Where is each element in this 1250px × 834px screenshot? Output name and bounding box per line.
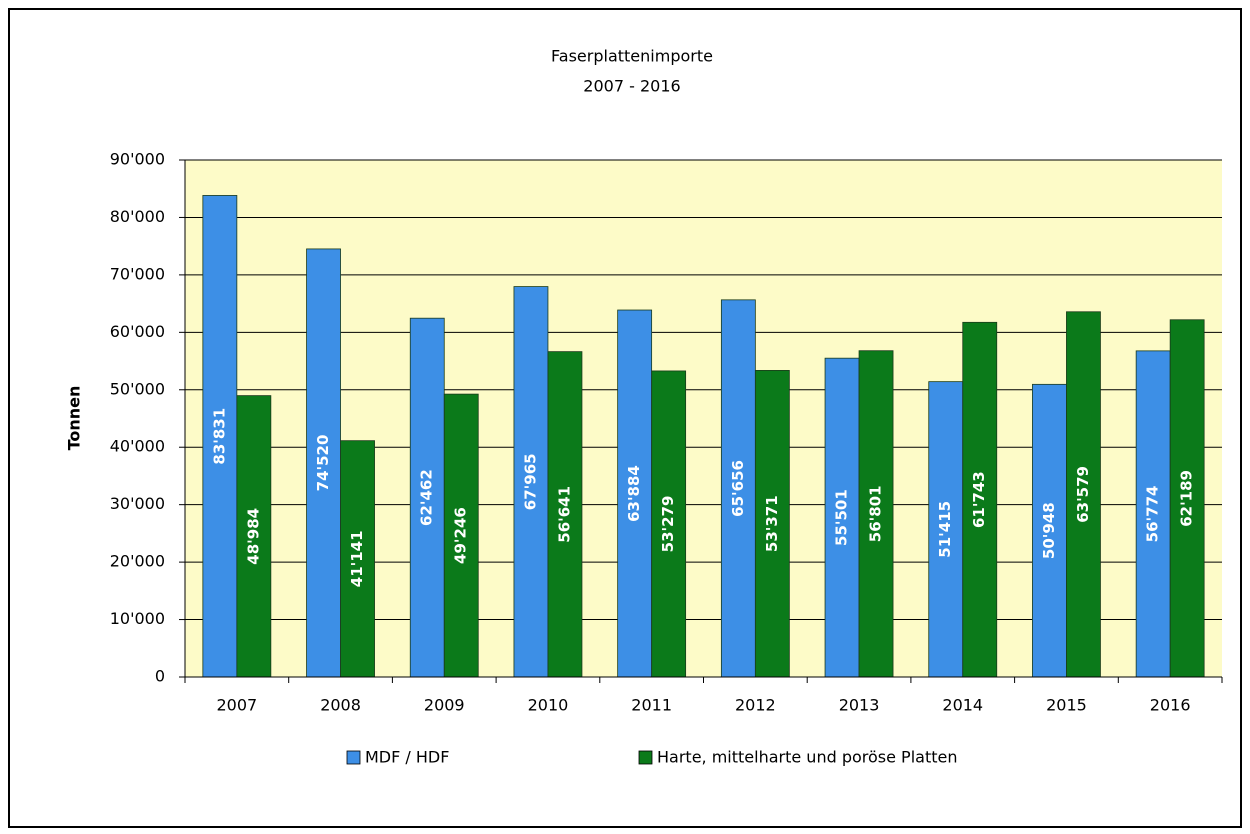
value-label: 83'831 xyxy=(210,408,228,465)
x-tick-label: 2010 xyxy=(528,696,569,715)
x-tick-label: 2012 xyxy=(735,696,776,715)
value-label: 55'501 xyxy=(833,489,851,546)
legend-swatch xyxy=(638,750,653,765)
bar xyxy=(1135,350,1171,678)
bar xyxy=(754,370,790,678)
bar xyxy=(443,393,479,678)
bar xyxy=(306,248,341,678)
bar xyxy=(409,317,445,678)
value-label: 62'462 xyxy=(418,469,436,526)
value-label: 49'246 xyxy=(452,507,470,564)
value-label: 62'189 xyxy=(1178,470,1196,527)
y-tick-label: 10'000 xyxy=(110,609,165,628)
x-tick-label: 2011 xyxy=(631,696,672,715)
bar xyxy=(513,286,549,678)
value-label: 65'656 xyxy=(729,460,747,517)
legend-label: Harte, mittelharte und poröse Platten xyxy=(657,748,957,767)
x-tick-label: 2007 xyxy=(216,696,257,715)
y-tick-label: 0 xyxy=(155,667,165,686)
bar xyxy=(720,299,756,678)
bar xyxy=(962,321,998,678)
y-tick-label: 70'000 xyxy=(110,264,165,283)
y-tick-label: 50'000 xyxy=(110,379,165,398)
value-label: 51'415 xyxy=(936,501,954,558)
y-tick-label: 40'000 xyxy=(110,437,165,456)
chart-subtitle: 2007 - 2016 xyxy=(583,77,680,96)
y-tick-label: 20'000 xyxy=(110,552,165,571)
y-tick-label: 60'000 xyxy=(110,322,165,341)
value-label: 53'279 xyxy=(659,496,677,553)
bar xyxy=(824,357,860,678)
bar xyxy=(617,309,653,678)
x-tick-label: 2016 xyxy=(1150,696,1191,715)
x-tick-label: 2013 xyxy=(839,696,880,715)
y-tick-label: 80'000 xyxy=(110,207,165,226)
value-label: 74'520 xyxy=(314,435,332,492)
bar xyxy=(340,440,375,678)
x-tick-label: 2014 xyxy=(942,696,983,715)
value-label: 63'884 xyxy=(625,465,643,522)
value-label: 41'141 xyxy=(348,530,366,587)
value-label: 56'774 xyxy=(1144,486,1162,543)
bar xyxy=(547,351,583,678)
value-label: 56'801 xyxy=(867,485,885,542)
x-tick-label: 2009 xyxy=(424,696,465,715)
value-label: 61'743 xyxy=(970,471,988,528)
y-tick-label: 90'000 xyxy=(110,150,165,169)
value-label: 56'641 xyxy=(555,486,573,543)
value-label: 53'371 xyxy=(763,495,781,552)
legend-swatch xyxy=(346,750,361,765)
value-label: 67'965 xyxy=(521,453,539,510)
legend-label: MDF / HDF xyxy=(365,748,449,767)
bar xyxy=(858,350,894,678)
x-tick-label: 2008 xyxy=(320,696,361,715)
value-label: 50'948 xyxy=(1040,502,1058,559)
bar xyxy=(1032,383,1067,678)
bar xyxy=(1169,319,1205,678)
chart-title: Faserplattenimporte xyxy=(551,47,713,66)
x-tick-label: 2015 xyxy=(1046,696,1087,715)
y-tick-label: 30'000 xyxy=(110,494,165,513)
value-label: 48'984 xyxy=(244,508,262,565)
value-label: 63'579 xyxy=(1074,466,1092,523)
bar xyxy=(651,370,687,678)
y-axis-label: Tonnen xyxy=(65,386,84,451)
